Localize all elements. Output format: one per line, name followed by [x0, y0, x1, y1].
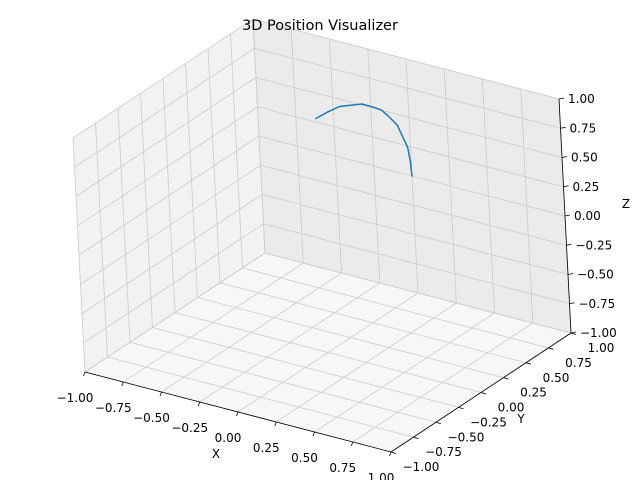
x-tick-mark [197, 401, 201, 407]
z-tick-mark [564, 214, 571, 217]
y-tick-label: −0.75 [425, 445, 462, 459]
z-tick-mark [560, 126, 566, 129]
y-axis-label: Y [516, 412, 525, 426]
y-tick-label: −0.25 [470, 415, 507, 429]
x-tick-mark [83, 371, 86, 377]
z-tick-label: −0.50 [577, 268, 614, 282]
y-tick-mark [503, 377, 509, 380]
x-tick-label: 0.50 [291, 451, 318, 465]
z-tick-label: 0.25 [573, 180, 600, 194]
z-tick-label: 0.50 [571, 151, 598, 165]
x-tick-mark [389, 451, 392, 457]
z-tick-label: 0.00 [574, 209, 601, 223]
y-tick-mark [458, 406, 464, 410]
z-tick-mark [566, 243, 572, 246]
z-tick-label: 0.75 [570, 121, 597, 135]
y-tick-label: 1.00 [588, 341, 615, 355]
gridline-y [230, 33, 549, 349]
x-axis-label: X [212, 447, 220, 461]
gridline-y [162, 78, 482, 393]
y-tick-label: 0.00 [498, 401, 525, 415]
gridline-y [140, 93, 459, 408]
gridline-y [185, 63, 504, 378]
z-tick-mark [563, 185, 569, 188]
x-tick-label: 0.25 [253, 441, 280, 455]
x-tick-mark [236, 411, 239, 417]
x-tick-mark [350, 441, 354, 447]
series-line [315, 103, 413, 177]
x-tick-label: 1.00 [368, 471, 395, 480]
x-tick-label: 0.75 [329, 461, 356, 475]
z-tick-mark [569, 302, 575, 305]
gridline-y [207, 48, 527, 364]
gridline-z [72, 18, 560, 139]
gridlines [72, 18, 572, 453]
gridline-y [95, 123, 414, 438]
x-tick-label: −0.50 [133, 411, 170, 425]
chart-title: 3D Position Visualizer [242, 18, 398, 34]
y-tick-mark [480, 392, 487, 395]
z-tick-mark [567, 273, 574, 275]
y-tick-mark [390, 451, 397, 454]
z-tick-mark [558, 97, 565, 100]
y-tick-label: −0.50 [448, 430, 485, 444]
x-tick-mark [121, 381, 124, 387]
z-tick-mark [561, 156, 568, 158]
axis-lines [83, 97, 577, 457]
gridline-y [252, 18, 572, 334]
y-tick-mark [525, 362, 532, 365]
tick-labels: −1.00−1.00−1.00−0.75−0.75−0.75−0.50−0.50… [57, 92, 617, 480]
y-tick-mark [548, 347, 554, 350]
z-tick-label: −0.75 [579, 297, 616, 311]
y-tick-label: 0.25 [520, 386, 547, 400]
z-tick-label: −1.00 [580, 326, 617, 340]
x-tick-label: −1.00 [57, 391, 94, 405]
x-tick-label: −0.25 [171, 421, 208, 435]
y-tick-label: 0.75 [565, 356, 592, 370]
z-tick-label: −0.25 [576, 238, 613, 252]
x-tick-label: −0.75 [95, 401, 132, 415]
y-tick-mark [413, 436, 419, 440]
y-tick-mark [435, 421, 442, 425]
x-tick-mark [312, 431, 315, 437]
x-tick-label: 0.00 [215, 431, 242, 445]
z-axis-label: Z [622, 197, 630, 211]
y-tick-label: 0.50 [543, 371, 570, 385]
x-tick-mark [274, 421, 277, 427]
y-tick-mark [570, 332, 577, 335]
y-tick-label: −1.00 [403, 460, 440, 474]
gridline-y [117, 108, 437, 423]
x-tick-mark [159, 391, 162, 397]
z-tick-label: 1.00 [568, 92, 595, 106]
series-layer [315, 103, 413, 177]
